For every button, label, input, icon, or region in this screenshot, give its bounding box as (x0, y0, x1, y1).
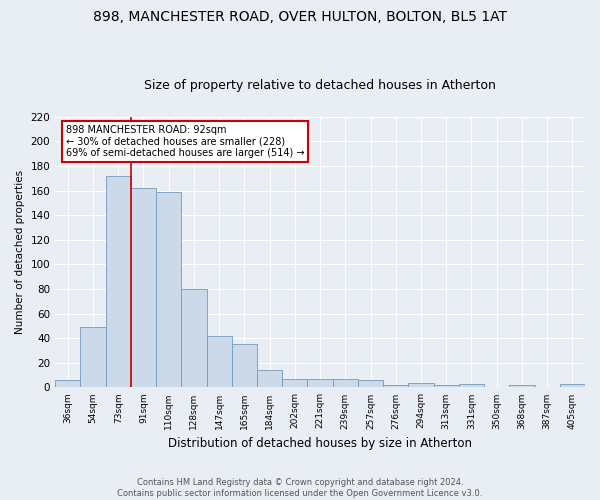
Bar (106, 176, 131, 388)
Title: Size of property relative to detached houses in Atherton: Size of property relative to detached ho… (144, 79, 496, 92)
Bar (232, 344, 257, 388)
Bar (282, 379, 307, 388)
Bar (409, 382, 434, 388)
Bar (55, 380, 80, 388)
Bar (560, 384, 585, 388)
Bar (358, 380, 383, 388)
Bar (509, 385, 535, 388)
Bar (257, 370, 282, 388)
Bar (307, 379, 332, 388)
Bar (181, 289, 206, 388)
Bar (434, 385, 459, 388)
Bar (383, 385, 409, 388)
Y-axis label: Number of detached properties: Number of detached properties (15, 170, 25, 334)
X-axis label: Distribution of detached houses by size in Atherton: Distribution of detached houses by size … (168, 437, 472, 450)
Bar (206, 336, 232, 388)
Text: Contains HM Land Registry data © Crown copyright and database right 2024.
Contai: Contains HM Land Registry data © Crown c… (118, 478, 482, 498)
Bar (131, 188, 156, 388)
Text: 898, MANCHESTER ROAD, OVER HULTON, BOLTON, BL5 1AT: 898, MANCHESTER ROAD, OVER HULTON, BOLTO… (93, 10, 507, 24)
Bar (459, 384, 484, 388)
Text: 898 MANCHESTER ROAD: 92sqm
← 30% of detached houses are smaller (228)
69% of sem: 898 MANCHESTER ROAD: 92sqm ← 30% of deta… (66, 125, 304, 158)
Bar (332, 379, 358, 388)
Bar (80, 327, 106, 388)
Bar (156, 192, 181, 388)
